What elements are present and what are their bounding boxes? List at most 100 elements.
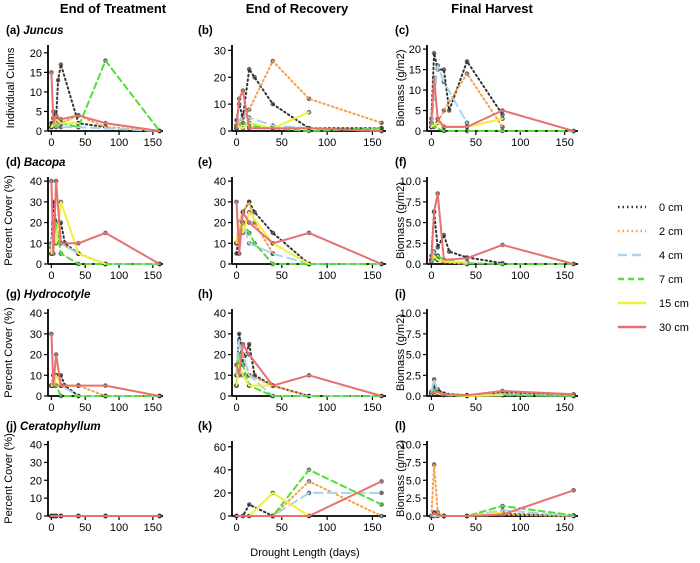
panel-c: (c) 0 5 10 15 20 0 50 100 150 Biomass (g/m2) (395, 25, 578, 149)
panel-label-j: (j) Ceratophyllum (6, 421, 101, 433)
panel-label-f: (f) (395, 157, 407, 169)
x-tick-label: 0 (233, 137, 239, 149)
y-tick-label: 0 (36, 391, 42, 403)
series-line-7-cm (235, 121, 383, 132)
x-tick-label: 150 (144, 522, 162, 534)
series-line-7-cm (235, 221, 383, 265)
panel-e: (e) 0 10 20 30 40 0 50 100 150 (198, 157, 386, 282)
panel-tag: (k) (198, 421, 212, 433)
lines (50, 332, 161, 397)
y-tick-label: 20 (214, 488, 226, 500)
y-tick-label: 40 (214, 176, 226, 188)
series-line-4-cm (50, 122, 161, 132)
series-line-30-cm (50, 180, 161, 265)
panel-k: (k) 0 20 40 60 0 50 100 150 (198, 421, 386, 534)
x-tick-label: 100 (110, 137, 128, 149)
x-tick-label: 0 (233, 402, 239, 414)
y-tick-label: 20 (214, 218, 226, 230)
series-line-15-cm (430, 254, 468, 264)
y-tick-label: 15 (30, 67, 42, 79)
panel-species: Hydrocotyle (21, 289, 91, 301)
legend: 0 cm 2 cm 4 cm 7 cm 15 cm 30 cm (618, 202, 689, 334)
y-tick-label: 30 (30, 457, 42, 469)
y-tick-label: 0 (220, 126, 226, 138)
y-tick-label: 60 (214, 442, 226, 454)
y-tick-label: 40 (214, 308, 226, 320)
series-line-0-cm (430, 52, 504, 120)
lines (235, 200, 383, 265)
x-tick-label: 0 (428, 522, 434, 534)
column-title-final-harvest: Final Harvest (451, 1, 533, 16)
panel-species: Juncus (20, 25, 63, 37)
y-tick-label: 30 (214, 197, 226, 209)
y-tick-label: 0.0 (406, 511, 421, 523)
y-tick-label: 20 (214, 350, 226, 362)
y-tick-label: 10 (214, 99, 226, 111)
x-tick-label: 0 (428, 270, 434, 282)
x-tick-label: 50 (470, 522, 482, 534)
x-tick-label: 150 (555, 522, 573, 534)
column-title-end-of-recovery: End of Recovery (246, 1, 349, 16)
data-point (464, 128, 470, 134)
y-tick-label: 40 (214, 465, 226, 477)
y-tick-label: 0 (36, 511, 42, 523)
panel-label-i: (i) (395, 289, 406, 301)
x-tick-label: 50 (470, 137, 482, 149)
y-tick-label: 10 (30, 87, 42, 99)
series-line-30-cm (235, 200, 383, 265)
y-axis-label: Biomass (g/m2) (395, 440, 407, 517)
lines (235, 332, 383, 397)
x-tick-label: 150 (144, 137, 162, 149)
y-tick-label: 10.0 (400, 440, 421, 452)
x-tick-label: 0 (48, 137, 54, 149)
panel-label-d: (d) Bacopa (6, 157, 66, 169)
x-tick-label: 100 (511, 137, 529, 149)
panel-tag: (h) (198, 289, 213, 301)
x-tick-label: 150 (363, 270, 381, 282)
y-tick-label: 10 (409, 85, 421, 97)
x-tick-label: 50 (276, 137, 288, 149)
y-tick-label: 10 (214, 370, 226, 382)
y-tick-label: 30 (214, 329, 226, 341)
x-tick-label: 0 (233, 522, 239, 534)
lines (50, 59, 161, 132)
y-axis-label: Percent Cover (%) (3, 175, 15, 265)
series-line-30-cm (235, 480, 383, 517)
x-tick-label: 0 (428, 137, 434, 149)
panel-label-a: (a) Juncus (6, 25, 64, 37)
panel-tag: (c) (395, 25, 409, 37)
x-tick-label: 50 (470, 402, 482, 414)
y-tick-label: 15 (409, 65, 421, 77)
lines (430, 463, 575, 517)
x-tick-label: 100 (511, 402, 529, 414)
x-tick-label: 100 (511, 270, 529, 282)
y-tick-label: 2.5 (406, 370, 421, 382)
series-line-0-cm (50, 200, 161, 265)
panel-tag: (d) (6, 157, 21, 169)
y-tick-label: 5 (415, 106, 421, 118)
series-line-30-cm (430, 192, 575, 265)
x-tick-label: 50 (79, 137, 91, 149)
x-tick-label: 100 (318, 270, 336, 282)
panel-tag: (i) (395, 289, 406, 301)
y-tick-label: 30 (30, 329, 42, 341)
x-tick-label: 100 (318, 137, 336, 149)
panel-label-k: (k) (198, 421, 212, 433)
x-tick-label: 150 (144, 270, 162, 282)
data-point (431, 50, 437, 56)
y-tick-label: 20 (214, 72, 226, 84)
x-tick-label: 0 (233, 270, 239, 282)
series-line-0-cm (235, 200, 310, 265)
y-tick-label: 40 (30, 308, 42, 320)
x-tick-label: 150 (363, 402, 381, 414)
y-tick-label: 10 (30, 370, 42, 382)
y-tick-label: 0.0 (406, 391, 421, 403)
y-axis-label: Biomass (g/m2) (395, 49, 407, 126)
y-tick-label: 7.5 (406, 197, 421, 209)
points (429, 191, 576, 267)
series-line-4-cm (235, 491, 383, 517)
points (429, 50, 576, 134)
x-tick-label: 150 (555, 402, 573, 414)
lines (50, 180, 161, 265)
